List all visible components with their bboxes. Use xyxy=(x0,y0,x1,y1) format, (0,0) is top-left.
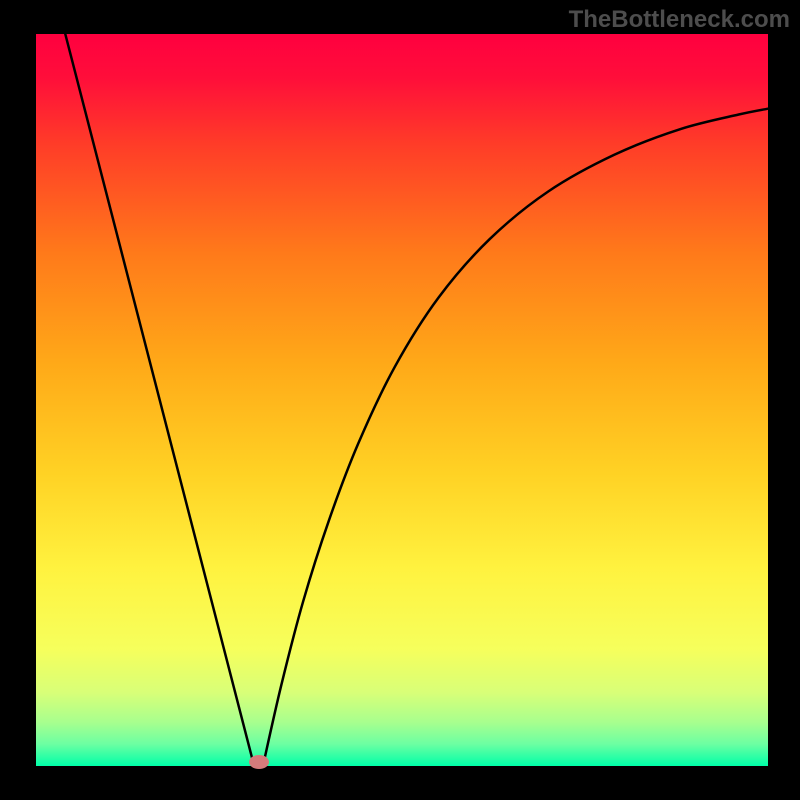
bottleneck-curve xyxy=(36,34,768,766)
optimum-marker xyxy=(249,755,269,769)
chart-container: TheBottleneck.com xyxy=(0,0,800,800)
watermark-text: TheBottleneck.com xyxy=(569,6,790,34)
